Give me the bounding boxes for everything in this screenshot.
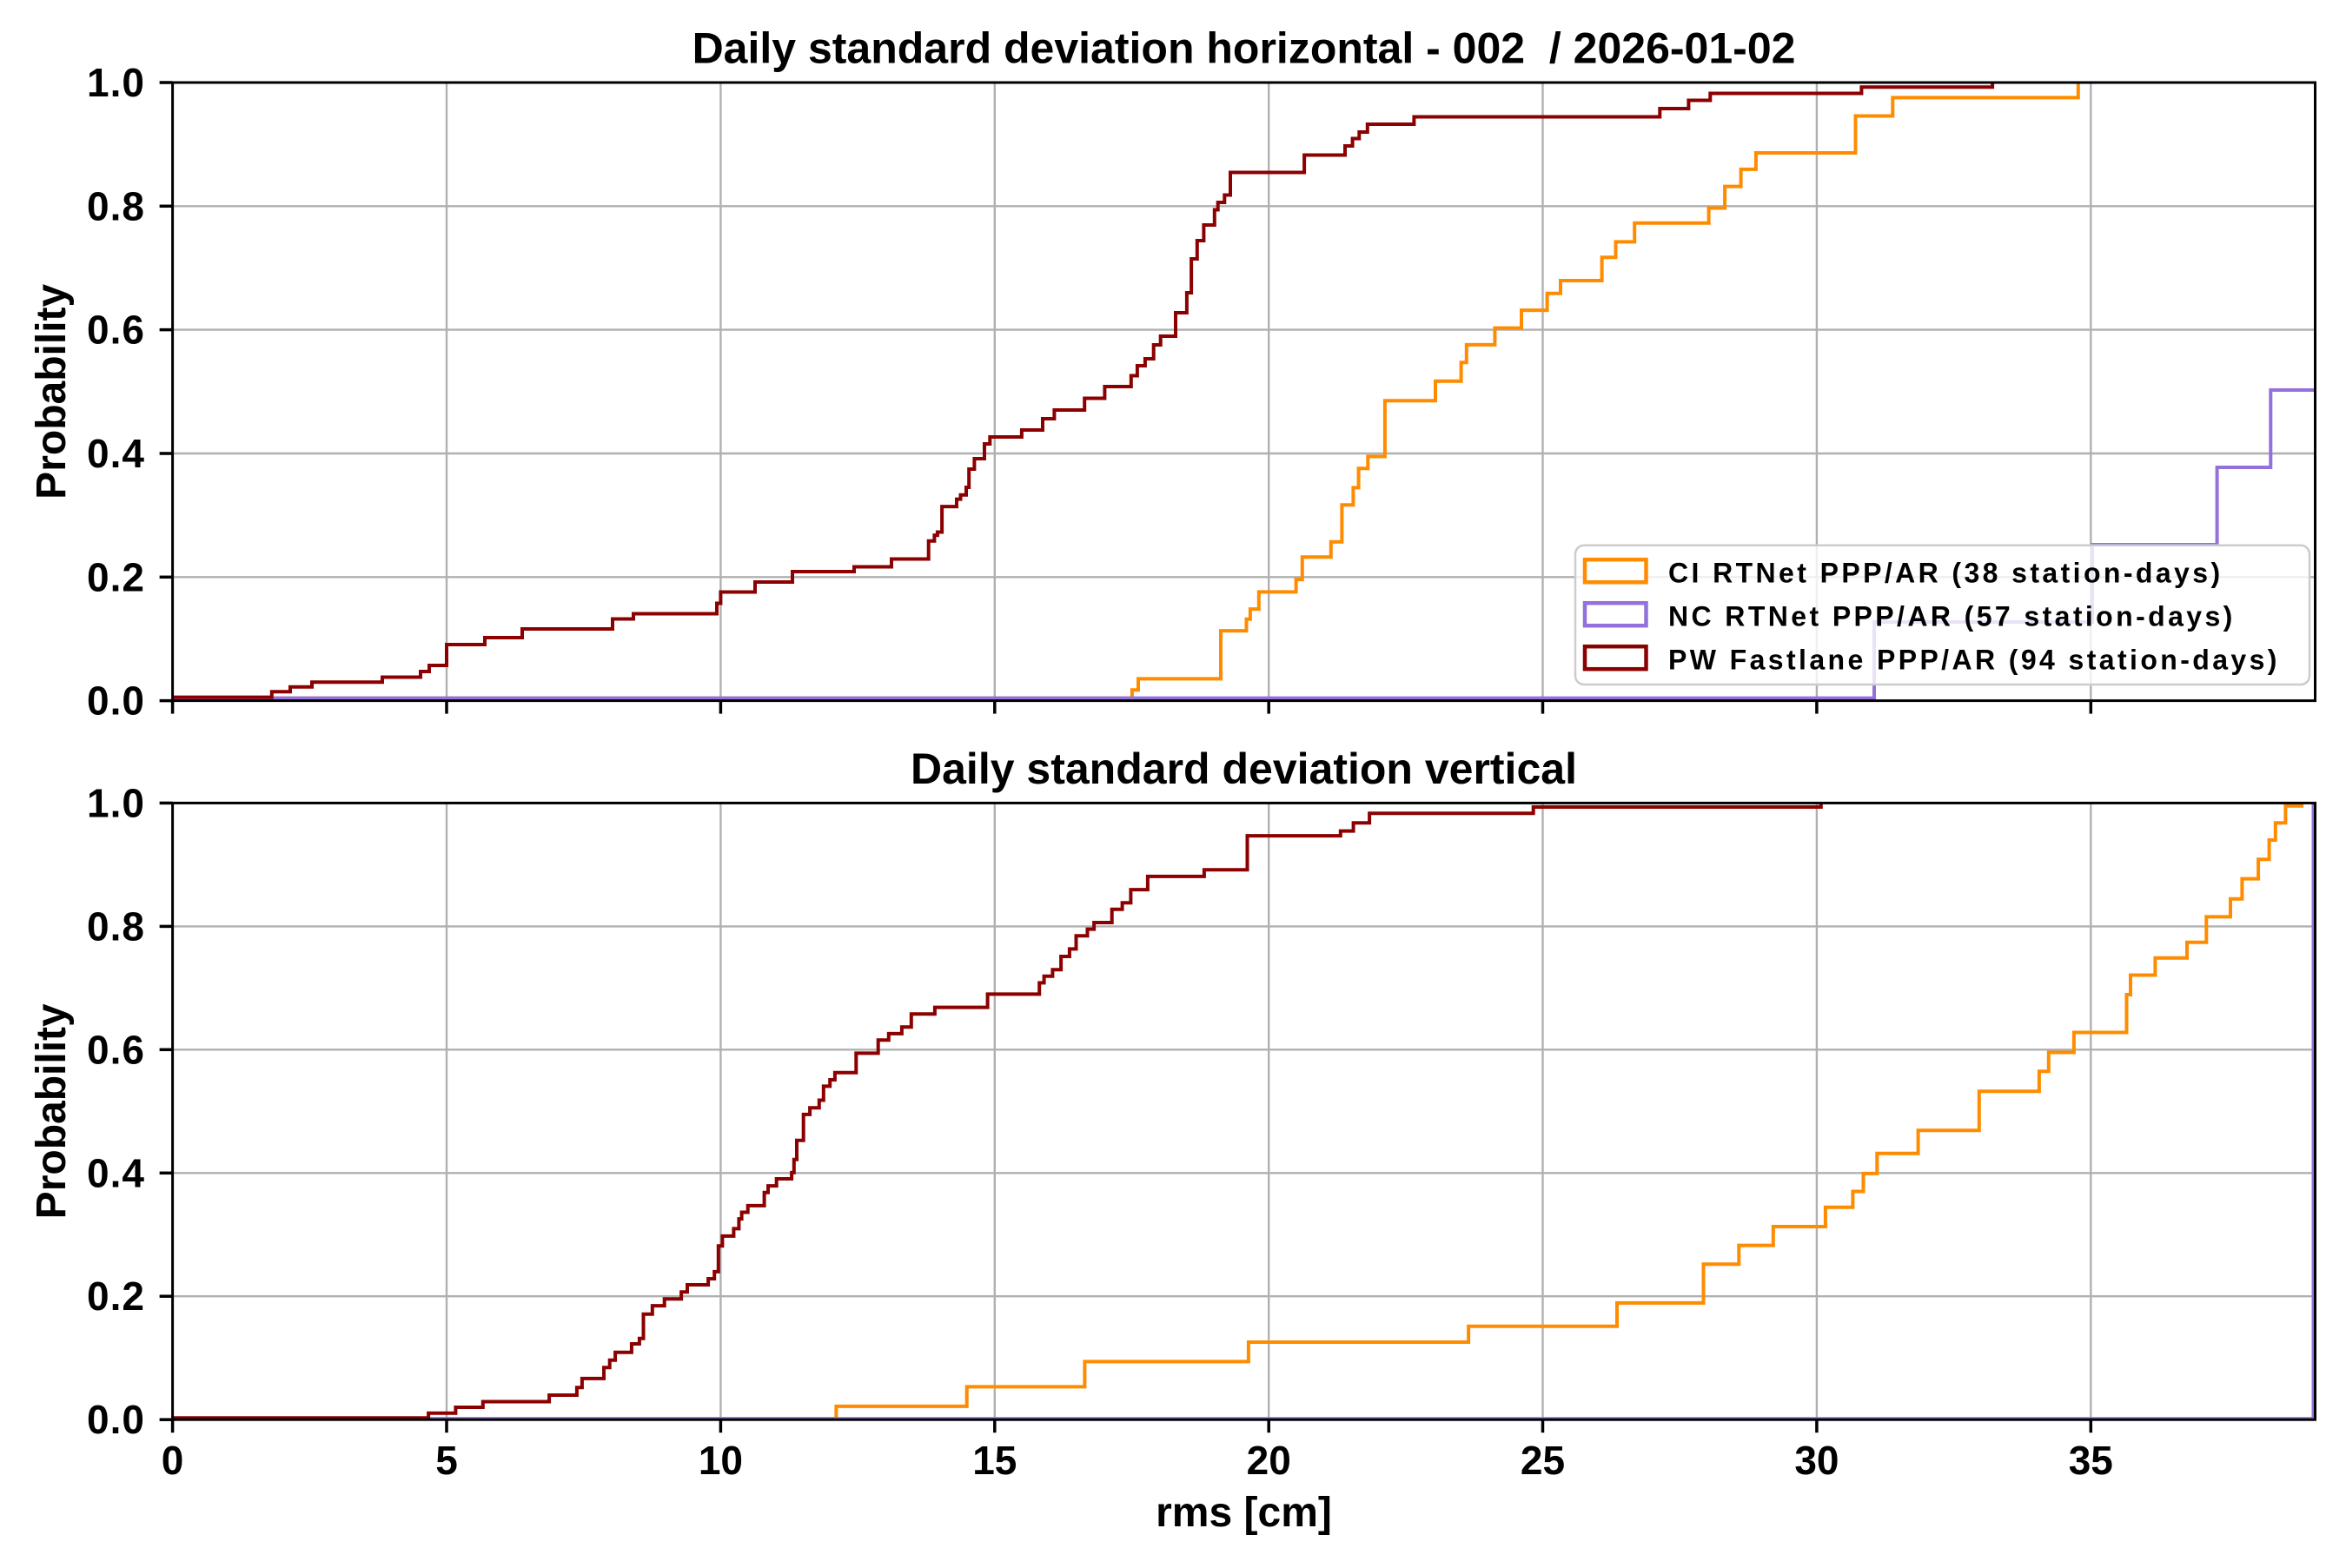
svg-text:1.0: 1.0 — [87, 780, 145, 825]
svg-text:0.4: 0.4 — [87, 1150, 145, 1195]
svg-text:Daily standard deviation verti: Daily standard deviation vertical — [911, 744, 1577, 793]
svg-text:Daily standard deviation horiz: Daily standard deviation horizontal - 00… — [693, 24, 1796, 73]
svg-text:25: 25 — [1521, 1438, 1565, 1483]
svg-text:PW Fastlane PPP/AR (94 station: PW Fastlane PPP/AR (94 station-days) — [1668, 645, 2280, 676]
svg-text:5: 5 — [435, 1438, 458, 1483]
svg-text:20: 20 — [1247, 1438, 1291, 1483]
svg-text:1.0: 1.0 — [87, 60, 145, 105]
svg-text:0.6: 0.6 — [87, 308, 145, 353]
svg-text:0: 0 — [162, 1438, 184, 1483]
svg-text:0.4: 0.4 — [87, 431, 145, 476]
svg-text:NC RTNet PPP/AR (57 station-da: NC RTNet PPP/AR (57 station-days) — [1668, 601, 2236, 632]
svg-text:rms [cm]: rms [cm] — [1156, 1490, 1332, 1536]
svg-text:35: 35 — [2069, 1438, 2113, 1483]
svg-text:15: 15 — [972, 1438, 1017, 1483]
svg-text:0.6: 0.6 — [87, 1027, 145, 1072]
svg-text:30: 30 — [1794, 1438, 1839, 1483]
svg-text:0.8: 0.8 — [87, 183, 145, 228]
svg-text:0.2: 0.2 — [87, 554, 145, 599]
svg-text:CI RTNet PPP/AR (38 station-da: CI RTNet PPP/AR (38 station-days) — [1668, 558, 2223, 589]
svg-text:0.0: 0.0 — [87, 1397, 145, 1442]
svg-text:0.0: 0.0 — [87, 678, 145, 724]
svg-text:0.2: 0.2 — [87, 1274, 145, 1319]
svg-text:10: 10 — [699, 1438, 743, 1483]
svg-text:Probability: Probability — [29, 283, 75, 499]
svg-text:Probability: Probability — [29, 1003, 75, 1219]
svg-text:0.8: 0.8 — [87, 903, 145, 949]
